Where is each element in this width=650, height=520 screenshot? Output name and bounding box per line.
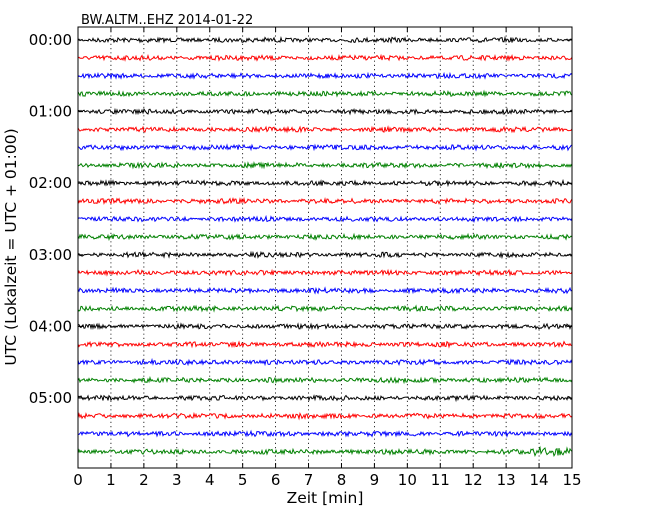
trace-row — [77, 394, 573, 403]
trace-row — [77, 322, 573, 331]
y-tick-label: 03:00 — [29, 246, 72, 264]
trace-row — [77, 268, 573, 277]
trace-row — [77, 160, 573, 170]
x-axis-label: Zeit [min] — [287, 489, 364, 507]
x-tick-label: 12 — [464, 471, 483, 489]
x-tick-label: 6 — [271, 471, 281, 489]
trace-row — [77, 53, 573, 62]
trace-row — [77, 304, 573, 313]
trace-row — [77, 429, 573, 439]
trace-row — [77, 411, 573, 421]
x-tick-label: 13 — [497, 471, 516, 489]
x-tick-label: 4 — [205, 471, 215, 489]
trace-row — [77, 178, 573, 188]
y-tick-label: 02:00 — [29, 174, 72, 192]
trace-row — [77, 35, 573, 45]
y-tick-label: 00:00 — [29, 31, 72, 49]
x-tick-label: 15 — [562, 471, 581, 489]
trace-row — [77, 125, 573, 134]
y-tick-label: 01:00 — [29, 103, 72, 121]
x-axis: 0 1 2 3 4 5 6 7 8 9 10 11 12 13 14 15 — [73, 27, 582, 489]
trace-row — [77, 340, 573, 349]
x-tick-label: 14 — [530, 471, 549, 489]
y-tick-label: 04:00 — [29, 317, 72, 335]
x-tick-label: 3 — [172, 471, 182, 489]
chart-title: BW.ALTM..EHZ 2014-01-22 — [81, 13, 253, 28]
trace-row — [77, 445, 573, 457]
x-tick-label: 7 — [304, 471, 314, 489]
plot-frame — [77, 26, 573, 469]
trace-row — [77, 232, 573, 242]
plot-background — [78, 27, 572, 468]
x-tick-label: 8 — [337, 471, 347, 489]
trace-row — [77, 375, 573, 385]
x-tick-label: 11 — [431, 471, 450, 489]
trace-row — [77, 250, 573, 260]
trace-row — [77, 107, 573, 116]
trace-row — [77, 357, 573, 367]
x-tick-label: 0 — [73, 471, 83, 489]
trace-row — [77, 143, 573, 152]
trace-row — [77, 286, 573, 295]
trace-row — [77, 71, 573, 81]
y-axis: 00:00 01:00 02:00 03:00 04:00 05:00 — [29, 31, 572, 407]
x-tick-label: 2 — [139, 471, 149, 489]
y-axis-label: UTC (Lokalzeit = UTC + 01:00) — [2, 128, 20, 365]
x-tick-label: 9 — [370, 471, 380, 489]
trace-row — [77, 214, 573, 224]
x-tick-label: 5 — [238, 471, 248, 489]
x-tick-label: 1 — [106, 471, 116, 489]
traces — [77, 35, 573, 457]
trace-row — [77, 196, 573, 206]
y-tick-label: 05:00 — [29, 389, 72, 407]
x-tick-label: 10 — [398, 471, 417, 489]
trace-row — [77, 89, 573, 98]
